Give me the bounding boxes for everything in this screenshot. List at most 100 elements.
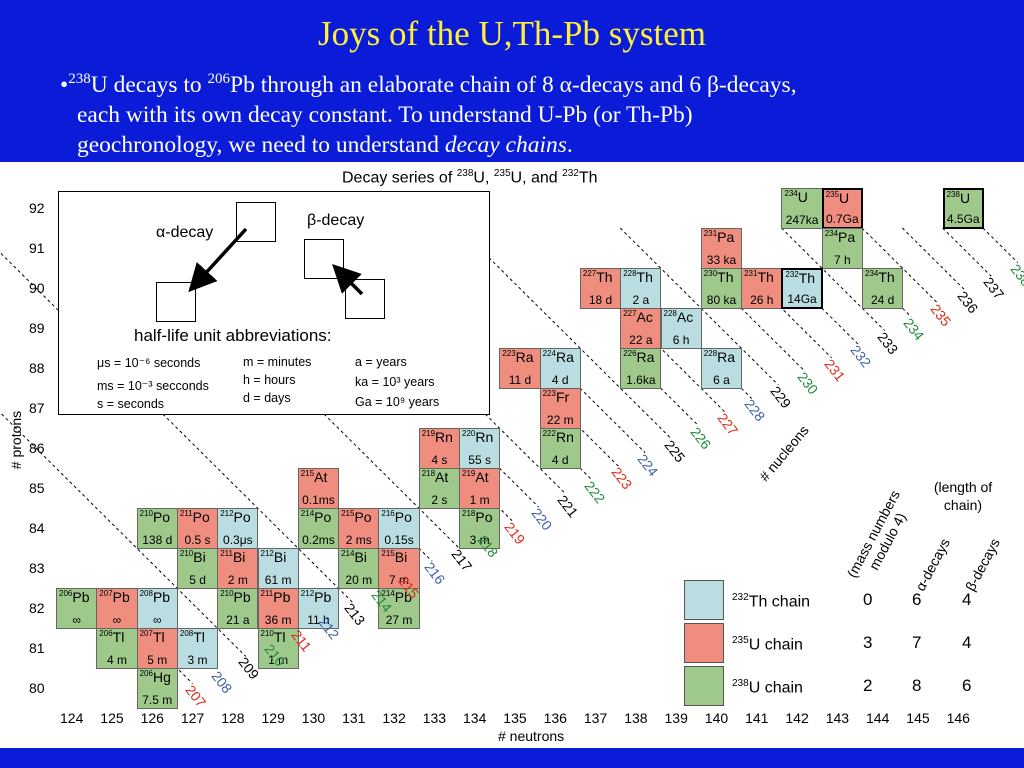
half-life: 24 d xyxy=(870,293,895,307)
element-symbol: Pb xyxy=(314,589,332,605)
footer-bar xyxy=(0,748,1024,768)
chain-name: 232Th chain xyxy=(732,592,810,611)
alpha-result-square xyxy=(156,282,196,322)
nuclide-cell: 228Ac 6 h xyxy=(660,308,702,349)
nuclide-name: 212Bi xyxy=(261,550,287,565)
unit-h: h = hours xyxy=(243,373,296,387)
mass-line xyxy=(458,227,673,440)
half-life: 0.3μs xyxy=(223,533,253,547)
nuclide-cell: 218At 2 s xyxy=(418,468,460,509)
element-symbol: Th xyxy=(878,269,895,285)
proton-tick: 80 xyxy=(29,680,45,696)
chain-name: 238U chain xyxy=(732,678,803,697)
chain-sup: 235 xyxy=(732,635,749,646)
unit-ka: ka = 10³ years xyxy=(355,375,435,389)
half-life: 14Ga xyxy=(787,292,817,306)
half-life: ∞ xyxy=(72,613,81,627)
element-symbol: Tl xyxy=(273,629,286,645)
nuclide-cell: 232Th 14Ga xyxy=(781,268,823,309)
half-life: 1.6ka xyxy=(626,373,656,387)
half-life: 2 ms xyxy=(345,533,372,547)
nuclide-name: 212Po xyxy=(220,510,250,525)
unit-s: s = seconds xyxy=(97,397,165,411)
nuclide-name: 210Bi xyxy=(180,550,206,565)
mass-number: 210 xyxy=(260,629,274,638)
legend-arrows xyxy=(188,227,364,296)
chain-mod: 3 xyxy=(863,633,873,652)
nuclide-name: 223Fr xyxy=(543,390,570,405)
beta-decay-label: β-decay xyxy=(307,212,365,229)
mass-number: 211 xyxy=(220,549,233,558)
half-life: 6 h xyxy=(672,333,690,347)
y-axis-label: # protons xyxy=(8,410,24,470)
element-symbol: Bi xyxy=(232,549,246,565)
half-life: 0.1ms xyxy=(302,493,335,507)
element-symbol: Tl xyxy=(193,629,205,645)
mass-number: 230 xyxy=(703,269,718,278)
bullet-part: Pb through an elaborate chain of 8 α-dec… xyxy=(230,71,797,98)
proton-tick: 84 xyxy=(29,520,45,536)
element-symbol: Pb xyxy=(233,589,251,605)
nuclide-name: 234Th xyxy=(865,270,895,285)
nuclide-cell: 230Th 80 ka xyxy=(700,268,743,309)
bullet-mark: • xyxy=(60,71,69,98)
chart-title-part: U, and xyxy=(510,169,563,187)
element-symbol: Pb xyxy=(112,589,130,605)
unit-m: m = minutes xyxy=(243,355,312,369)
neutron-tick: 125 xyxy=(100,710,124,726)
mass-number: 231 xyxy=(703,229,718,238)
element-symbol: Ac xyxy=(636,309,653,325)
nuclide-name: 227Ac xyxy=(623,310,653,325)
element-symbol: Rn xyxy=(475,429,494,445)
mass-number: 214 xyxy=(341,549,355,558)
mass-line xyxy=(579,467,593,481)
mass-number: 235 xyxy=(825,190,840,199)
mass-number: 222 xyxy=(542,429,556,438)
nuclide-name: 216Po xyxy=(381,510,411,525)
alpha-arrow xyxy=(188,227,248,293)
half-life: 0.15s xyxy=(384,533,414,547)
mass-number: 227 xyxy=(582,269,597,278)
half-life: 0.5 s xyxy=(184,533,211,547)
neutron-tick: 128 xyxy=(221,710,245,726)
element-symbol: Po xyxy=(152,509,171,525)
element-symbol: Pb xyxy=(273,589,291,605)
nuclide-name: 212Pb xyxy=(301,590,331,605)
element-symbol: Bi xyxy=(193,549,206,565)
element-symbol: Rn xyxy=(555,429,574,445)
chart-title-sup: 238 xyxy=(456,168,474,179)
mass-number: 206 xyxy=(59,589,73,598)
nuclide-name: 208Tl xyxy=(180,630,205,645)
mass-number: 218 xyxy=(421,469,436,478)
nuclide-cell: 238U 4.5Ga xyxy=(942,188,984,229)
element-symbol: Tl xyxy=(152,629,165,645)
element-symbol: U xyxy=(959,190,971,206)
nuclide-name: 224Ra xyxy=(543,350,574,365)
nuclide-name: 228Ac xyxy=(664,310,694,325)
proton-tick: 83 xyxy=(29,560,45,576)
bullet-emphasis: decay chains xyxy=(444,131,567,158)
mass-number: 207 xyxy=(139,629,153,638)
mass-number: 220 xyxy=(462,429,476,438)
mass-number: 234 xyxy=(865,269,879,278)
chain-name: 235U chain xyxy=(732,635,803,654)
nuclide-name: 228Th xyxy=(623,270,653,285)
slide-title: Joys of the U,Th-Pb system xyxy=(318,14,706,53)
element-symbol: Fr xyxy=(555,389,570,405)
nuclide-cell: 212Po 0.3μs xyxy=(217,508,259,549)
nuclide-cell: 215Po 2 ms xyxy=(338,508,380,549)
chain-text: U chain xyxy=(748,636,803,654)
nuclide-name: 226Ra xyxy=(623,350,654,365)
half-life: 3 m xyxy=(469,533,490,547)
alpha-target-square xyxy=(236,202,276,242)
mass-number: 214 xyxy=(381,589,395,598)
nuclide-cell: 212Pb 11 h xyxy=(297,588,340,629)
chain-swatch xyxy=(684,623,724,663)
nuclide-name: 219Rn xyxy=(422,430,453,445)
half-life: 2 a xyxy=(632,293,650,307)
mass-number: 219 xyxy=(421,429,436,438)
nuclide-cell: 211Pb 36 m xyxy=(257,588,299,629)
nuclide-cell: 216Po 0.15s xyxy=(378,508,420,549)
mass-line xyxy=(498,467,540,508)
neutron-tick: 140 xyxy=(704,710,729,726)
